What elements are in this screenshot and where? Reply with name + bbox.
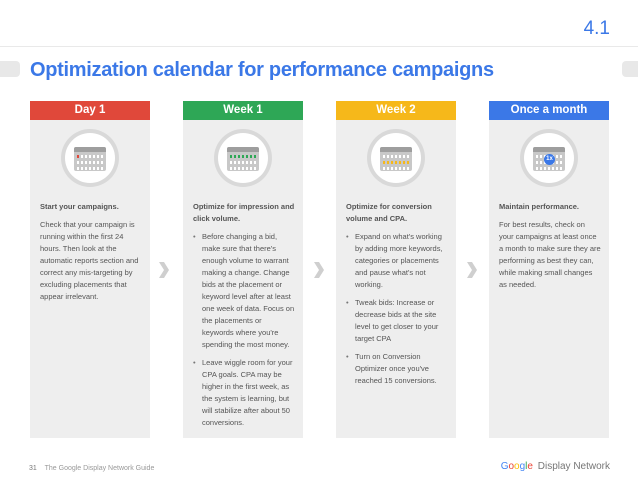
column-day-1: Day 1 Start your campaigns. Check that y… <box>30 101 150 438</box>
column-week-1: Week 1 Optimize for impression and click… <box>183 101 303 438</box>
chevron-right-icon <box>467 262 477 278</box>
column-bullet: Turn on Conversion Optimizer once you've… <box>346 351 448 387</box>
column-body: Optimize for impression and click volume… <box>193 201 295 435</box>
footer-brand-suffix: Display Network <box>537 461 610 472</box>
column-once-a-month: Once a month 1x Maintain performance. Fo… <box>489 101 609 438</box>
footer-page-number: 31 <box>29 465 37 472</box>
column-bullet: Tweak bids: Increase or decrease bids at… <box>346 297 448 345</box>
top-bar: 4.1 <box>0 0 638 47</box>
calendar-monthly-icon: 1x <box>520 129 578 187</box>
footer-guide-title: The Google Display Network Guide <box>44 465 155 472</box>
column-week-2: Week 2 Optimize for conversion volume an… <box>336 101 456 438</box>
column-paragraph: Check that your campaign is running with… <box>40 220 139 301</box>
chevron-right-icon <box>314 262 324 278</box>
column-header: Week 1 <box>183 101 303 120</box>
chevron-right-icon <box>159 262 169 278</box>
column-lead: Optimize for conversion volume and CPA. <box>346 202 432 223</box>
page-title: Optimization calendar for performance ca… <box>30 59 494 81</box>
page-number: 4.1 <box>583 18 610 39</box>
column-header: Week 2 <box>336 101 456 120</box>
footer-guide: 31 The Google Display Network Guide <box>29 465 154 472</box>
google-display-network-logo: Google Display Network <box>500 461 610 472</box>
column-header: Day 1 <box>30 101 150 120</box>
calendar-single-day-icon <box>61 129 119 187</box>
column-bullet: Leave wiggle room for your CPA goals. CP… <box>193 357 295 429</box>
column-lead: Maintain performance. <box>499 202 580 211</box>
column-lead: Optimize for impression and click volume… <box>193 202 295 223</box>
calendar-two-weeks-icon <box>367 129 425 187</box>
left-tab-marker <box>0 61 20 77</box>
column-bullet: Before changing a bid, make sure that th… <box>193 231 295 351</box>
column-lead: Start your campaigns. <box>40 202 119 211</box>
column-header: Once a month <box>489 101 609 120</box>
column-paragraph: For best results, check on your campaign… <box>499 220 601 289</box>
column-body: Optimize for conversion volume and CPA. … <box>346 201 448 393</box>
column-body: Maintain performance. For best results, … <box>499 201 601 297</box>
calendar-week-icon <box>214 129 272 187</box>
monthly-badge: 1x <box>544 154 555 165</box>
column-bullet: Expand on what's working by adding more … <box>346 231 448 291</box>
column-body: Start your campaigns. Check that your ca… <box>40 201 142 309</box>
right-tab-marker <box>622 61 638 77</box>
